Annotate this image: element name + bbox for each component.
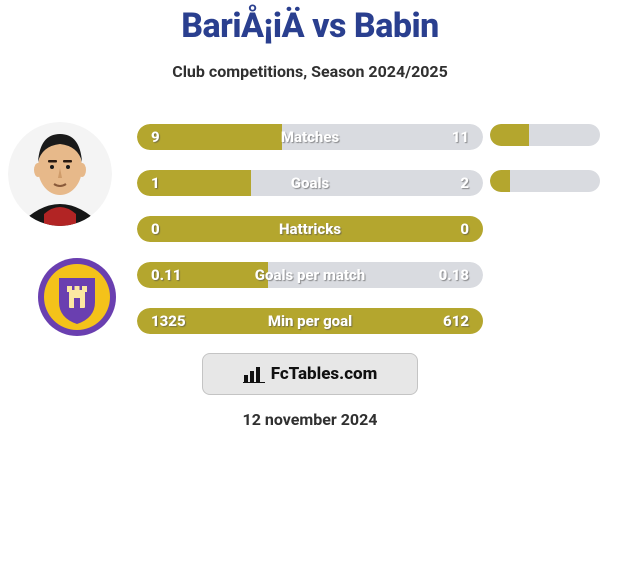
avatars-column — [6, 122, 126, 340]
stat-value-left: 0.11 — [151, 262, 181, 288]
stat-bar-left — [137, 216, 483, 242]
side-pills — [490, 124, 600, 216]
bars-icon — [243, 365, 265, 383]
side-pill-fill — [490, 124, 529, 146]
side-pill-fill — [490, 170, 510, 192]
stat-value-right: 0.18 — [439, 262, 469, 288]
subtitle: Club competitions, Season 2024/2025 — [0, 62, 620, 81]
player-avatar — [8, 122, 112, 226]
stat-value-left: 9 — [151, 124, 160, 150]
stat-bar: 911Matches — [137, 124, 483, 150]
stat-value-right: 0 — [460, 216, 469, 242]
stat-value-left: 1325 — [151, 308, 186, 334]
stat-bar: 12Goals — [137, 170, 483, 196]
side-pill — [490, 170, 600, 192]
stat-value-right: 2 — [460, 170, 469, 196]
comparison-bars: 911Matches12Goals00Hattricks0.110.18Goal… — [137, 124, 483, 354]
stat-value-left: 1 — [151, 170, 160, 196]
player-avatar-svg — [8, 122, 112, 226]
brand-text: FcTables.com — [271, 364, 378, 384]
side-pill — [490, 124, 600, 146]
stat-value-left: 0 — [151, 216, 160, 242]
club-crest-svg — [34, 254, 120, 340]
stat-bar: 00Hattricks — [137, 216, 483, 242]
stat-bar-left — [137, 308, 483, 334]
stat-bar: 1325612Min per goal — [137, 308, 483, 334]
date-line: 12 november 2024 — [0, 410, 620, 429]
brand-badge: FcTables.com — [202, 353, 418, 395]
page-title: BariÅ¡iÄ vs Babin — [0, 6, 620, 46]
club-crest — [34, 254, 120, 340]
stat-value-right: 11 — [452, 124, 469, 150]
stat-bar-right — [251, 170, 483, 196]
stat-value-right: 612 — [443, 308, 469, 334]
stat-bar: 0.110.18Goals per match — [137, 262, 483, 288]
